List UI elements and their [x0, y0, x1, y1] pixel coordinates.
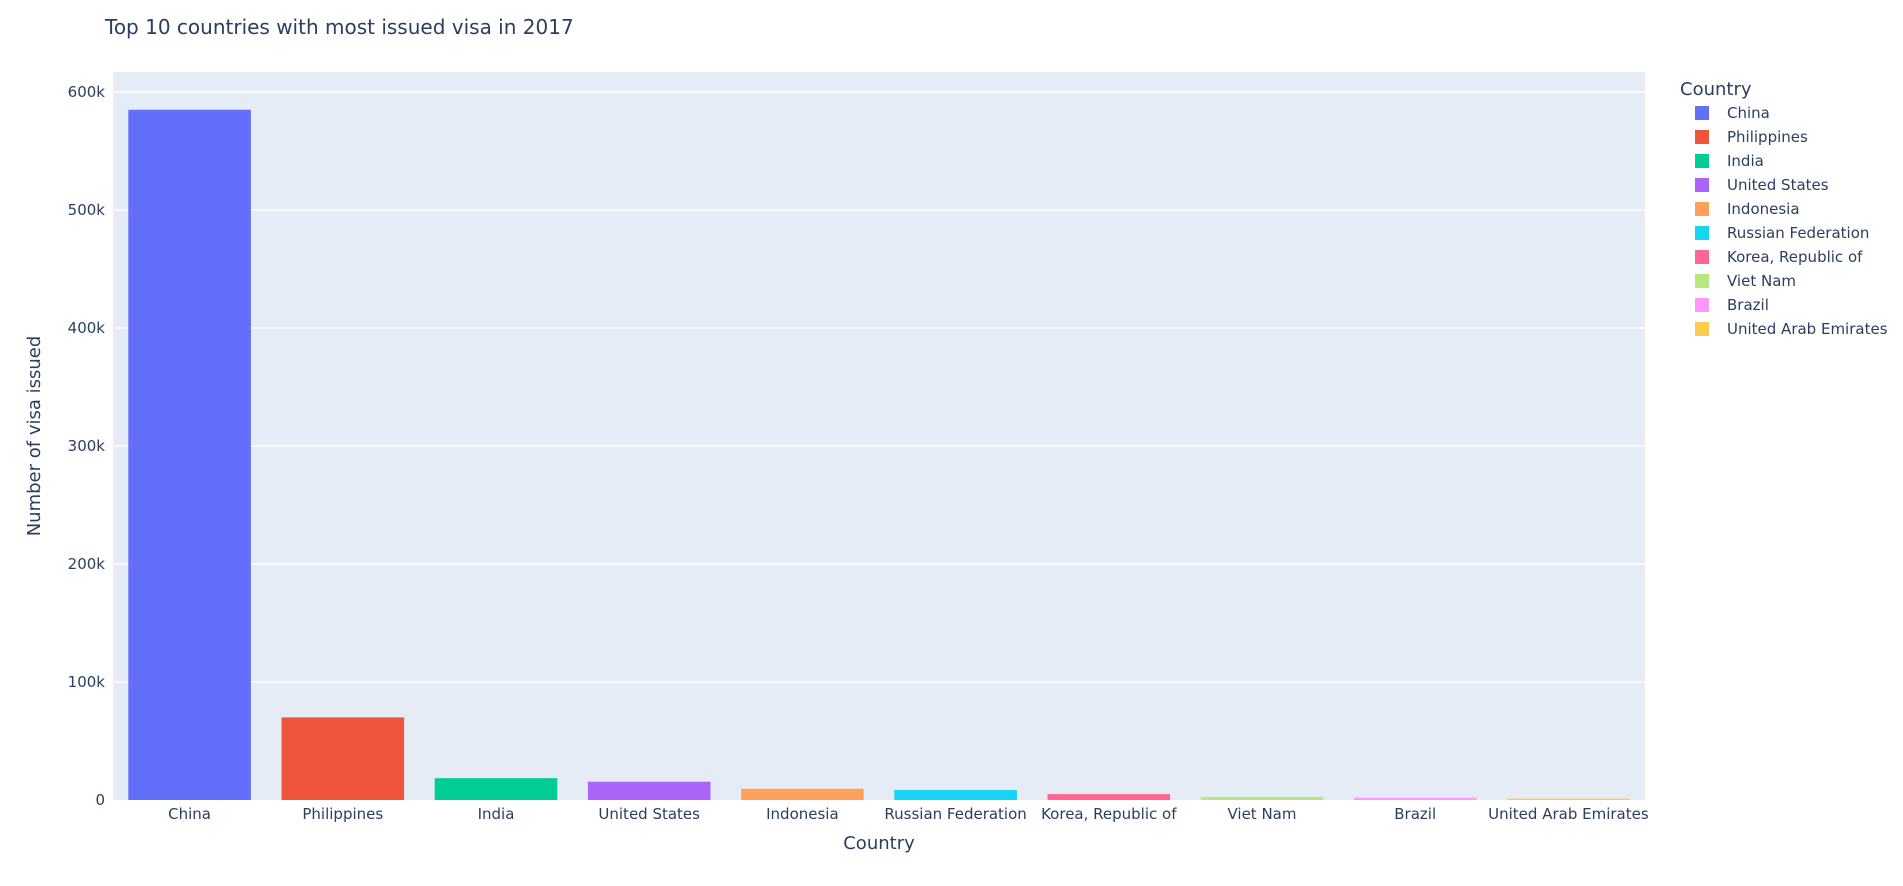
- bar-united-arab-emirates: [1507, 798, 1630, 800]
- legend-swatch[interactable]: [1695, 250, 1709, 264]
- x-tick-label: Indonesia: [766, 805, 839, 823]
- x-axis-ticks: China Philippines India United States Indone…: [168, 805, 1649, 823]
- x-tick-label: United States: [598, 805, 700, 823]
- y-tick-label: 500k: [68, 201, 106, 219]
- legend-item-label[interactable]: Indonesia: [1727, 200, 1800, 218]
- legend-swatch[interactable]: [1695, 106, 1709, 120]
- x-tick-label: China: [168, 805, 211, 823]
- legend-swatch[interactable]: [1695, 178, 1709, 192]
- legend: Country China Philippines India United Stat…: [1680, 79, 1888, 338]
- y-tick-label: 200k: [68, 555, 106, 573]
- x-tick-label: Russian Federation: [884, 805, 1026, 823]
- legend-item-label[interactable]: Brazil: [1727, 296, 1769, 314]
- legend-swatch[interactable]: [1695, 226, 1709, 240]
- bar-philippines: [281, 717, 405, 800]
- x-tick-label: United Arab Emirates: [1488, 805, 1649, 823]
- x-axis-title: Country: [843, 833, 915, 854]
- x-tick-label: Philippines: [302, 805, 383, 823]
- y-tick-label: 300k: [68, 437, 106, 455]
- legend-swatch[interactable]: [1695, 298, 1709, 312]
- y-axis-title: Number of visa issued: [24, 336, 45, 537]
- legend-item-label[interactable]: United Arab Emirates: [1727, 320, 1888, 338]
- x-tick-label: Brazil: [1394, 805, 1436, 823]
- y-tick-label: 0: [95, 791, 105, 809]
- legend-title: Country: [1680, 79, 1752, 100]
- bar-korea-republic-of: [1047, 794, 1171, 800]
- legend-swatch[interactable]: [1695, 130, 1709, 144]
- bars: [128, 109, 1630, 800]
- bar-viet-nam: [1200, 797, 1324, 800]
- legend-item-label[interactable]: United States: [1727, 176, 1829, 194]
- x-tick-label: Viet Nam: [1227, 805, 1296, 823]
- legend-item-label[interactable]: Russian Federation: [1727, 224, 1869, 242]
- y-axis-ticks: 0 100k 200k 300k 400k 500k 600k: [68, 83, 106, 809]
- legend-swatch[interactable]: [1695, 202, 1709, 216]
- bar-russian-federation: [894, 789, 1017, 800]
- x-tick-label: Korea, Republic of: [1041, 805, 1177, 823]
- y-tick-label: 600k: [68, 83, 106, 101]
- y-tick-label: 100k: [68, 673, 106, 691]
- bar-indonesia: [741, 788, 864, 800]
- plot-area: [113, 72, 1645, 800]
- bar-brazil: [1353, 797, 1477, 800]
- bar-united-states: [587, 781, 711, 800]
- legend-item-label[interactable]: Viet Nam: [1727, 272, 1796, 290]
- grid-lines: [113, 91, 1645, 683]
- legend-swatch[interactable]: [1695, 154, 1709, 168]
- bar-india: [434, 778, 558, 800]
- bar-china: [128, 109, 251, 800]
- legend-item-label[interactable]: China: [1727, 104, 1770, 122]
- legend-item-label[interactable]: Korea, Republic of: [1727, 248, 1863, 266]
- x-tick-label: India: [478, 805, 515, 823]
- legend-swatch[interactable]: [1695, 322, 1709, 336]
- legend-item-label[interactable]: India: [1727, 152, 1764, 170]
- chart-title: Top 10 countries with most issued visa i…: [104, 15, 574, 39]
- y-tick-label: 400k: [68, 319, 106, 337]
- legend-item-label[interactable]: Philippines: [1727, 128, 1808, 146]
- legend-swatch[interactable]: [1695, 274, 1709, 288]
